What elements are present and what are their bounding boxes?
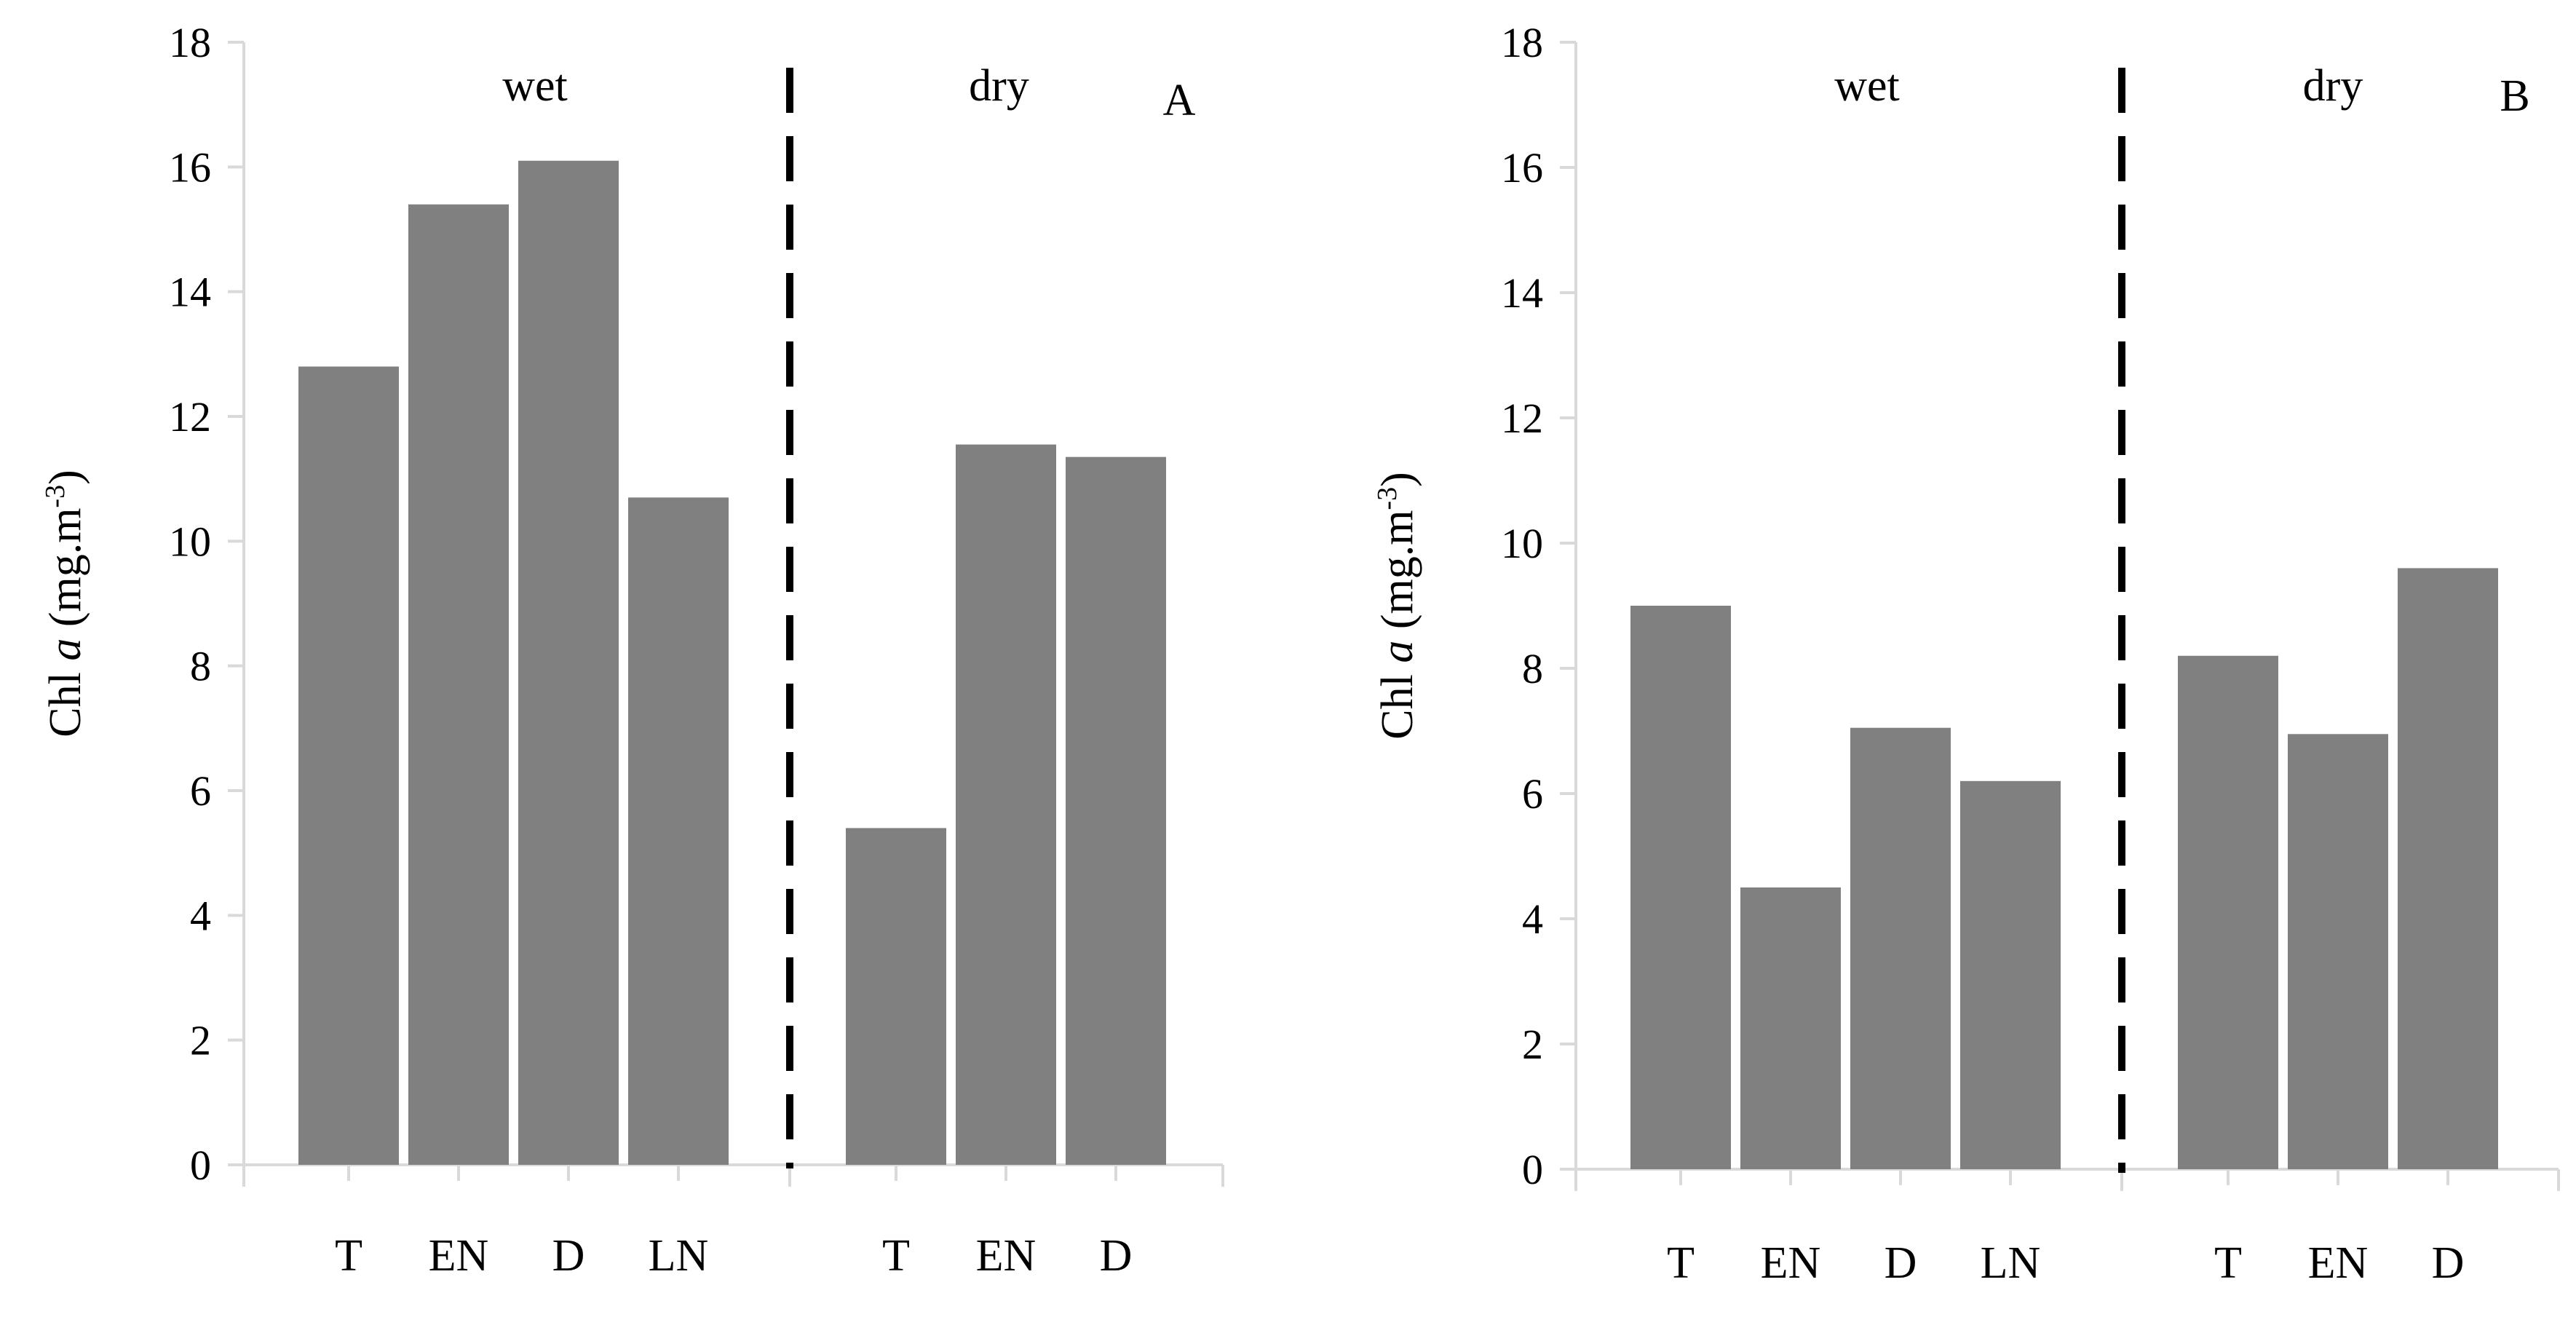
bar-dry-t: [846, 828, 946, 1165]
y-axis-label-close: ): [1373, 472, 1422, 487]
y-tick-label: 16: [169, 143, 211, 191]
category-label: EN: [429, 1231, 489, 1281]
y-tick-label: 18: [169, 19, 211, 66]
bar-dry-t: [2178, 655, 2278, 1169]
group-label-dry: dry: [2303, 61, 2363, 111]
y-tick-label: 6: [1522, 770, 1543, 818]
y-tick-label: 8: [190, 643, 211, 690]
y-axis-label-unit: (mg.m: [1373, 510, 1422, 641]
bar-wet-d: [518, 160, 619, 1166]
category-label: T: [335, 1231, 362, 1281]
panel-b: 0 2 4 6 8 10 12 14 16 18 Chl a (mg.m-3) T EN D LN wet T E…: [1372, 19, 2560, 1288]
bar-dry-d: [2398, 568, 2498, 1169]
bar-dry-d: [1066, 456, 1166, 1165]
category-label: D: [2432, 1238, 2465, 1288]
y-tick-label: 10: [169, 518, 211, 565]
bar-wet-d: [1850, 727, 1951, 1169]
y-axis-label-unit: (mg.m: [41, 508, 90, 638]
y-tick-label: 0: [190, 1142, 211, 1189]
category-label: LN: [1981, 1238, 2041, 1288]
y-tick-label: 8: [1522, 645, 1543, 692]
y-tick-label: 0: [1522, 1146, 1543, 1193]
category-label: EN: [2308, 1238, 2369, 1288]
y-tick-label: 18: [1501, 19, 1543, 66]
y-tick-label: 16: [1501, 144, 1543, 191]
y-axis-label-sup: -3: [1372, 487, 1403, 510]
category-label: LN: [649, 1231, 709, 1281]
panel-label: A: [1163, 76, 1196, 125]
category-label: D: [1885, 1238, 1917, 1288]
y-axis-label: Chl a (mg.m-3): [40, 470, 90, 737]
y-tick-label: 2: [190, 1017, 211, 1064]
y-tick-label: 12: [169, 393, 211, 440]
bar-wet-ln: [1960, 780, 2061, 1169]
y-axis-label-prefix: Chl: [41, 661, 90, 737]
category-label: D: [1100, 1231, 1133, 1281]
panel-label: B: [2500, 71, 2529, 121]
y-tick-label: 6: [190, 767, 211, 815]
y-axis-label-italic: a: [1373, 641, 1422, 663]
y-axis-label: Chl a (mg.m-3): [1372, 472, 1422, 740]
category-label: EN: [1761, 1238, 1821, 1288]
y-tick-label: 10: [1501, 520, 1543, 567]
y-axis-label-sup: -3: [40, 485, 71, 508]
category-label: T: [1667, 1238, 1695, 1288]
y-tick-label: 12: [1501, 395, 1543, 442]
bar-wet-t: [298, 366, 399, 1165]
bar-wet-ln: [628, 497, 729, 1165]
y-tick-label: 4: [1522, 895, 1543, 943]
group-label-wet: wet: [1834, 61, 1900, 111]
category-label: T: [882, 1231, 910, 1281]
category-label: EN: [976, 1231, 1037, 1281]
bar-dry-en: [956, 444, 1056, 1165]
bar-wet-t: [1630, 606, 1731, 1169]
group-label-wet: wet: [502, 61, 568, 111]
group-label-dry: dry: [969, 61, 1029, 111]
y-tick-label: 2: [1522, 1021, 1543, 1068]
category-label: T: [2214, 1238, 2242, 1288]
y-tick-label: 4: [190, 892, 211, 939]
bar-wet-en: [408, 204, 509, 1165]
y-axis-label-close: ): [41, 470, 90, 485]
y-tick-label: 14: [1501, 269, 1543, 317]
bar-dry-en: [2288, 734, 2388, 1169]
y-axis-label-italic: a: [41, 638, 90, 661]
y-axis-label-prefix: Chl: [1373, 663, 1422, 740]
bar-wet-en: [1740, 887, 1841, 1169]
panel-a: 0 2 4 6 8 10 12 14 16 18 Chl a (mg.m-3) T EN D LN wet T E…: [40, 19, 1224, 1281]
category-label: D: [552, 1231, 585, 1281]
y-tick-label: 14: [169, 269, 211, 316]
